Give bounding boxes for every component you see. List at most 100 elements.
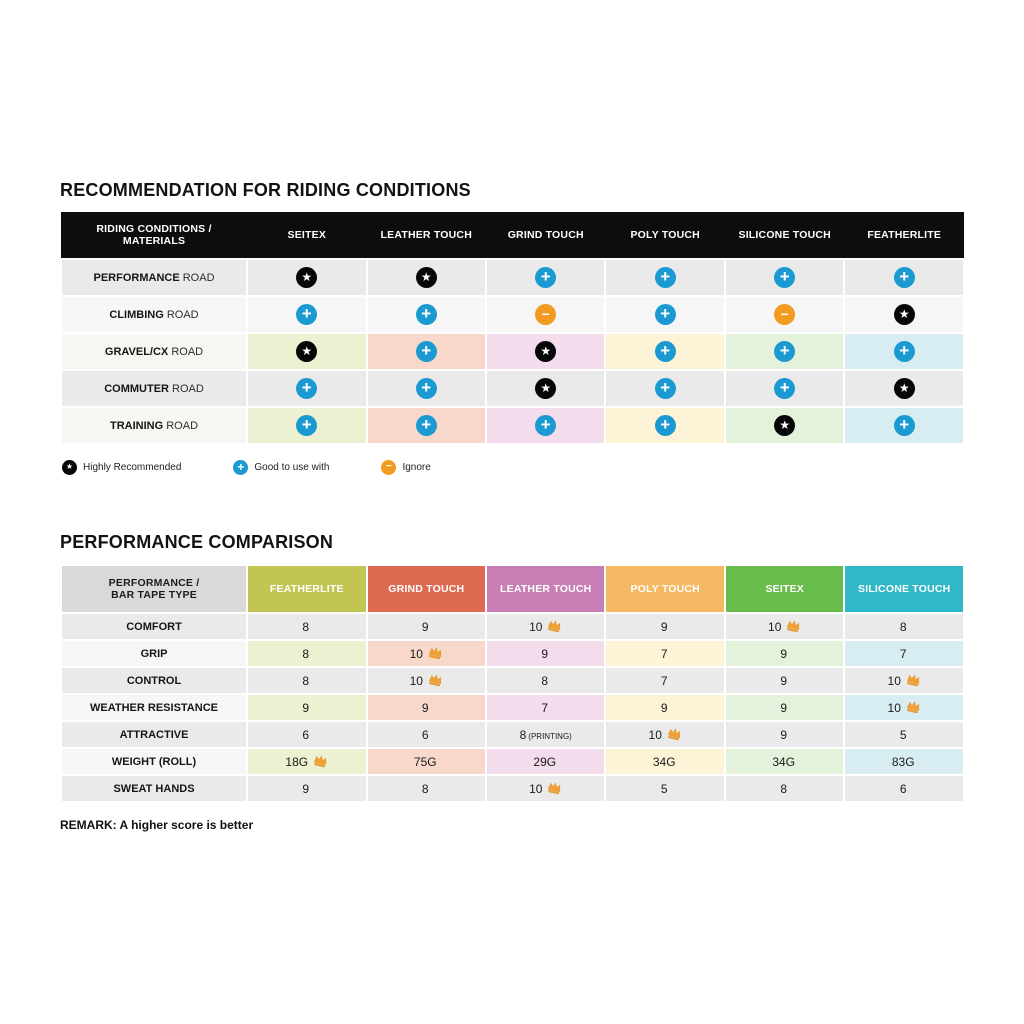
rating-icon: [535, 415, 557, 436]
column-header-poly-touch: POLY TOUCH: [605, 212, 725, 259]
score-cell: 7: [604, 639, 726, 668]
score-cell: 9: [484, 639, 607, 668]
performance-title: PERFORMANCE COMPARISON: [60, 532, 334, 552]
recommendation-title: RECOMMENDATION FOR RIDING CONDITIONS: [60, 180, 471, 200]
rating-cell: [246, 295, 368, 334]
rating-icon: [535, 267, 557, 288]
rating-icon: [893, 415, 915, 436]
score-cell: 10: [365, 666, 488, 695]
crown-icon: [546, 618, 563, 633]
row-label: WEATHER RESISTANCE: [59, 693, 249, 722]
score-cell: 8: [365, 774, 488, 803]
score-cell: 9: [723, 666, 846, 695]
column-header-grind-touch: GRIND TOUCH: [365, 564, 488, 614]
crown-icon: [427, 645, 444, 660]
score-cell: 6: [365, 720, 488, 749]
rating-cell: [723, 258, 846, 297]
legend-label: Highly Recommended: [83, 462, 182, 473]
rating-cell: [365, 258, 488, 297]
rating-cell: [723, 295, 846, 334]
rating-cell: [365, 369, 488, 408]
column-header-poly-touch: POLY TOUCH: [604, 564, 726, 614]
score-cell: 10: [484, 612, 607, 641]
infographic-page: RECOMMENDATION FOR RIDING CONDITIONS RID…: [0, 0, 1024, 832]
row-label: PERFORMANCE ROAD: [59, 258, 249, 297]
score-cell: 7: [604, 666, 726, 695]
rating-icon: [893, 341, 915, 362]
score-cell: 29G: [484, 747, 607, 776]
remark-note: REMARK: A higher score is better: [60, 818, 254, 832]
score-cell: 10: [723, 612, 846, 641]
rating-cell: [246, 369, 368, 408]
table-row-control: CONTROL 8 10 8 7 9 10: [59, 666, 965, 695]
legend: Highly Recommended Good to use with Igno…: [62, 460, 965, 475]
rating-icon: [535, 378, 557, 399]
score-cell: 34G: [604, 747, 726, 776]
column-header-featherlite: FEATHERLITE: [844, 212, 964, 259]
column-header-leather-touch: LEATHER TOUCH: [366, 212, 486, 259]
score-cell: 18G: [246, 747, 368, 776]
score-cell: 9: [604, 693, 726, 722]
row-label: GRAVEL/CX ROAD: [59, 332, 249, 371]
rating-icon: [654, 304, 676, 325]
table-row-climbing-road: CLIMBING ROAD: [59, 295, 965, 334]
table-row-weight-roll: WEIGHT (ROLL) 18G 75G 29G 34G 34G 83G: [59, 747, 965, 776]
rating-icon: [535, 304, 557, 325]
rating-icon: [296, 267, 318, 288]
score-cell: 9: [723, 639, 846, 668]
rating-cell: [843, 332, 965, 371]
crown-icon: [905, 699, 922, 714]
table-row-attractive: ATTRACTIVE 6 6 8 (PRINTING) 10 9 5: [59, 720, 965, 749]
legend-label: Good to use with: [254, 462, 330, 473]
table-row-gravel-cx-road: GRAVEL/CX ROAD: [59, 332, 965, 371]
score-cell: 8: [246, 639, 368, 668]
table-row-training-road: TRAINING ROAD: [59, 406, 965, 445]
row-label: COMMUTER ROAD: [59, 369, 249, 408]
score-cell: 7: [484, 693, 607, 722]
rating-icon: [774, 341, 796, 362]
performance-header-row: PERFORMANCE / BAR TAPE TYPE FEATHERLITE G…: [59, 564, 965, 614]
rating-icon: [296, 415, 318, 436]
rating-icon: [415, 415, 437, 436]
row-label: TRAINING ROAD: [59, 406, 249, 445]
column-header-conditions: RIDING CONDITIONS / MATERIALS: [61, 212, 248, 259]
crown-icon: [666, 726, 683, 741]
rating-icon: [893, 267, 915, 288]
score-cell: 9: [604, 612, 726, 641]
rating-cell: [723, 332, 846, 371]
rating-icon: [774, 415, 796, 436]
score-cell: 10: [484, 774, 607, 803]
rating-cell: [365, 332, 488, 371]
rating-icon: [296, 304, 318, 325]
rating-icon: [774, 304, 796, 325]
rating-icon: [893, 378, 915, 399]
column-header-leather-touch: LEATHER TOUCH: [484, 564, 607, 614]
rating-icon: [774, 267, 796, 288]
table-row-grip: GRIP 8 10 9 7 9 7: [59, 639, 965, 668]
row-label: CLIMBING ROAD: [59, 295, 249, 334]
rating-cell: [246, 258, 368, 297]
rating-cell: [843, 406, 965, 445]
score-cell: 8: [843, 612, 965, 641]
score-cell: 9: [365, 693, 488, 722]
rating-icon: [654, 267, 676, 288]
crown-icon: [546, 780, 563, 795]
score-cell: 9: [246, 774, 368, 803]
row-label: SWEAT HANDS: [59, 774, 249, 803]
rating-cell: [843, 258, 965, 297]
rating-cell: [365, 295, 488, 334]
rating-cell: [604, 295, 726, 334]
table-row-sweat-hands: SWEAT HANDS 9 8 10 5 8 6: [59, 774, 965, 803]
score-cell: 7: [843, 639, 965, 668]
rating-cell: [484, 258, 607, 297]
column-header-grind-touch: GRIND TOUCH: [486, 212, 606, 259]
score-cell: 8 (PRINTING): [484, 720, 607, 749]
row-label: GRIP: [59, 639, 249, 668]
rating-icon: [893, 304, 915, 325]
recommendation-section: RECOMMENDATION FOR RIDING CONDITIONS RID…: [59, 180, 965, 475]
plus-icon: [233, 460, 249, 475]
rating-icon: [654, 378, 676, 399]
column-header-bar-tape-type: PERFORMANCE / BAR TAPE TYPE: [59, 564, 249, 614]
table-row-comfort: COMFORT 8 9 10 9 10 8: [59, 612, 965, 641]
rating-icon: [415, 304, 437, 325]
